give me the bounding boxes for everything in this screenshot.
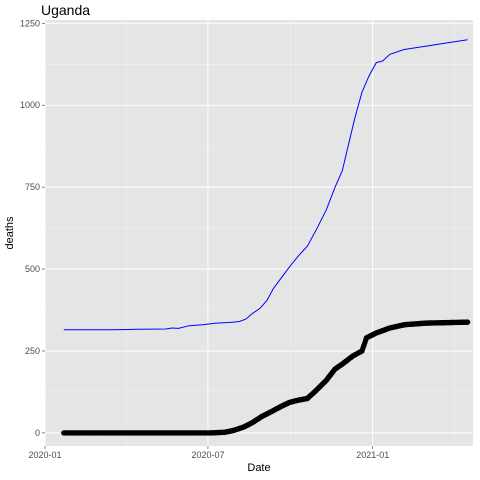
series-layer: [61, 39, 471, 436]
x-tick-label: 2020-07: [191, 450, 224, 460]
x-tick-label: 2020-01: [28, 450, 61, 460]
y-axis-title: deaths: [4, 216, 16, 250]
data-point: [464, 319, 471, 325]
series-line-0: [63, 39, 468, 331]
gridlines: [44, 20, 473, 446]
series-points-1: [61, 319, 471, 436]
axes: 0 250 500 750 1000 1250 2020-01 2020-07 2021-01: [20, 18, 389, 460]
y-tick-label: 1250: [20, 18, 40, 28]
x-tick-label: 2021-01: [356, 450, 389, 460]
y-tick-label: 750: [25, 182, 40, 192]
y-tick-label: 0: [35, 428, 40, 438]
y-tick-label: 250: [25, 346, 40, 356]
plot-panel: [45, 20, 473, 446]
x-axis-title: Date: [247, 462, 270, 474]
chart-title: Uganda: [41, 2, 90, 18]
y-tick-label: 500: [25, 264, 40, 274]
y-tick-label: 1000: [20, 100, 40, 110]
